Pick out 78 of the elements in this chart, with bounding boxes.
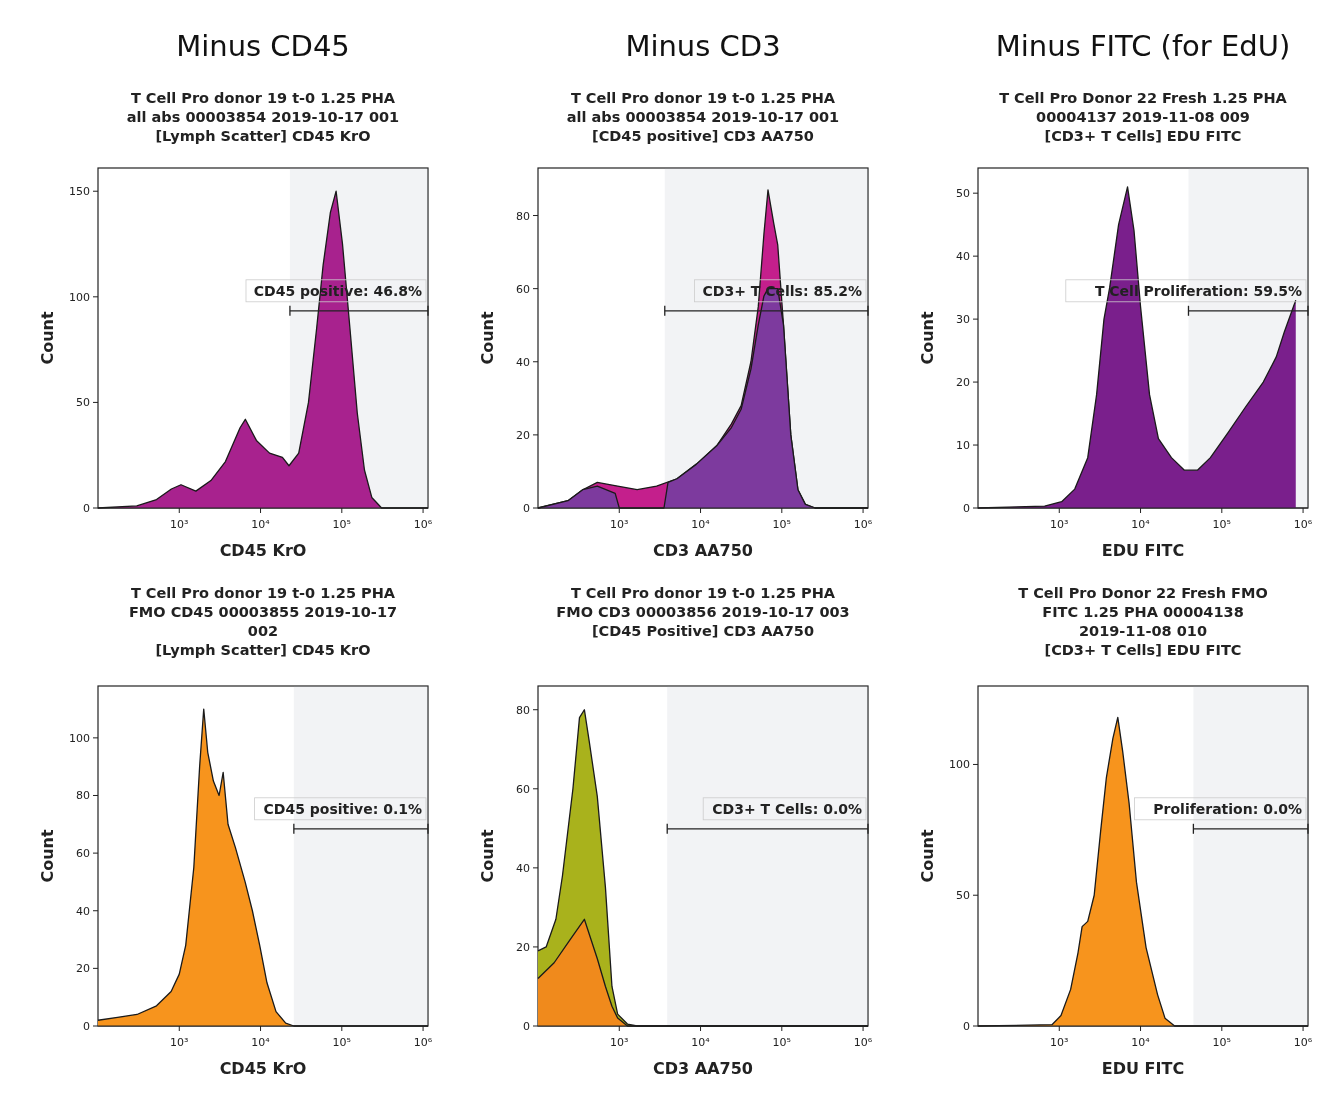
- chart-title: Minus FITC (for EdU): [995, 29, 1291, 63]
- x-tick-label: 10³: [610, 518, 629, 531]
- y-tick-label: 20: [516, 428, 530, 442]
- x-tick-label: 10³: [1050, 518, 1069, 531]
- x-axis-title: CD45 KrO: [219, 1059, 307, 1078]
- x-tick-label: 10³: [1050, 1036, 1069, 1049]
- x-axis-title: CD45 KrO: [219, 541, 307, 560]
- x-tick-label: 10⁶: [1293, 1036, 1313, 1049]
- x-tick-label: 10⁵: [772, 1036, 792, 1049]
- x-tick-label: 10⁵: [332, 518, 352, 531]
- x-tick-label: 10⁴: [251, 518, 271, 531]
- y-axis-title: Count: [918, 829, 937, 883]
- x-tick-label: 10⁶: [413, 518, 433, 531]
- y-tick-label: 40: [76, 904, 90, 918]
- x-tick-label: 10⁶: [413, 1036, 433, 1049]
- band-label: CD3+ T Cells: 0.0%: [712, 800, 862, 817]
- x-tick-label: 10³: [610, 1036, 629, 1049]
- x-tick-label: 10⁵: [1212, 518, 1232, 531]
- y-axis-title: Count: [918, 311, 937, 365]
- x-tick-label: 10⁴: [691, 518, 711, 531]
- y-tick-label: 0: [83, 502, 90, 515]
- x-tick-label: 10⁵: [1212, 1036, 1232, 1049]
- chart-subtitle: T Cell Pro Donor 22 Fresh 1.25 PHA 00004137 2019-11-08 009 [CD3+ T Cells] EDU FITC: [999, 90, 1288, 144]
- y-tick-label: 0: [963, 502, 970, 515]
- y-tick-label: 20: [516, 940, 530, 954]
- y-axis-title: Count: [478, 829, 497, 883]
- chart-subtitle: T Cell Pro donor 19 t-0 1.25 PHA all abs 00003854 2019-10-17 001 [CD45 positive] CD3 AA750: [566, 90, 840, 144]
- y-tick-label: 0: [963, 1020, 970, 1033]
- x-tick-label: 10⁴: [251, 1036, 271, 1049]
- y-tick-label: 80: [516, 703, 530, 717]
- y-axis-title: Count: [478, 311, 497, 365]
- y-axis-title: Count: [38, 829, 57, 883]
- x-tick-label: 10⁴: [1131, 518, 1151, 531]
- y-tick-label: 60: [516, 282, 530, 296]
- y-tick-label: 80: [516, 209, 530, 223]
- x-tick-label: 10⁶: [853, 1036, 873, 1049]
- x-axis-title: EDU FITC: [1101, 541, 1185, 560]
- x-axis-title: CD3 AA750: [653, 1059, 753, 1078]
- x-tick-label: 10⁶: [853, 518, 873, 531]
- y-tick-label: 150: [69, 185, 90, 199]
- y-tick-label: 60: [76, 847, 90, 861]
- y-tick-label: 20: [956, 376, 970, 390]
- y-tick-label: 0: [83, 1020, 90, 1033]
- x-axis-title: CD3 AA750: [653, 541, 753, 560]
- y-tick-label: 0: [523, 1020, 530, 1033]
- y-axis-title: Count: [38, 311, 57, 365]
- y-tick-label: 80: [76, 789, 90, 803]
- band-label: T Cell Proliferation: 59.5%: [1094, 282, 1302, 299]
- x-tick-label: 10⁶: [1293, 518, 1313, 531]
- x-tick-label: 10⁵: [772, 518, 792, 531]
- chart-subtitle: T Cell Pro donor 19 t-0 1.25 PHA all abs 00003854 2019-10-17 001 [Lymph Scatter] CD45 KrO: [126, 90, 400, 144]
- y-tick-label: 40: [516, 861, 530, 875]
- x-tick-label: 10⁵: [332, 1036, 352, 1049]
- x-axis-title: EDU FITC: [1101, 1059, 1185, 1078]
- y-tick-label: 100: [949, 758, 970, 772]
- x-tick-label: 10³: [170, 518, 189, 531]
- y-tick-label: 40: [956, 250, 970, 264]
- y-tick-label: 100: [69, 290, 90, 304]
- y-tick-label: 20: [76, 962, 90, 976]
- y-tick-label: 50: [956, 187, 970, 201]
- y-tick-label: 10: [956, 439, 970, 453]
- band-label: CD45 positive: 0.1%: [263, 800, 422, 817]
- x-tick-label: 10⁴: [691, 1036, 711, 1049]
- y-tick-label: 50: [76, 396, 90, 410]
- chart-title: Minus CD3: [625, 29, 781, 63]
- y-tick-label: 60: [516, 782, 530, 796]
- y-tick-label: 100: [69, 731, 90, 745]
- chart-title: T Cell Pro donor 19 t-0 1.25 PHA FMO CD3 00003856 2019-10-17 003 [CD45 Positive] CD3 AA750: [556, 585, 850, 639]
- y-tick-label: 30: [956, 313, 970, 327]
- x-tick-label: 10³: [170, 1036, 189, 1049]
- chart-title: Minus CD45: [176, 29, 350, 63]
- x-tick-label: 10⁴: [1131, 1036, 1151, 1049]
- band-label: Proliferation: 0.0%: [1153, 800, 1302, 817]
- chart-title: T Cell Pro donor 19 t-0 1.25 PHA FMO CD45 00003855 2019-10-17 002 [Lymph Scatter] CD45 KrO: [128, 585, 398, 658]
- y-tick-label: 50: [956, 889, 970, 903]
- y-tick-label: 40: [516, 355, 530, 369]
- chart-title: T Cell Pro Donor 22 Fresh FMO FITC 1.25 PHA 00004138 2019-11-08 010 [CD3+ T Cells] EDU FITC: [1018, 585, 1268, 658]
- y-tick-label: 0: [523, 502, 530, 515]
